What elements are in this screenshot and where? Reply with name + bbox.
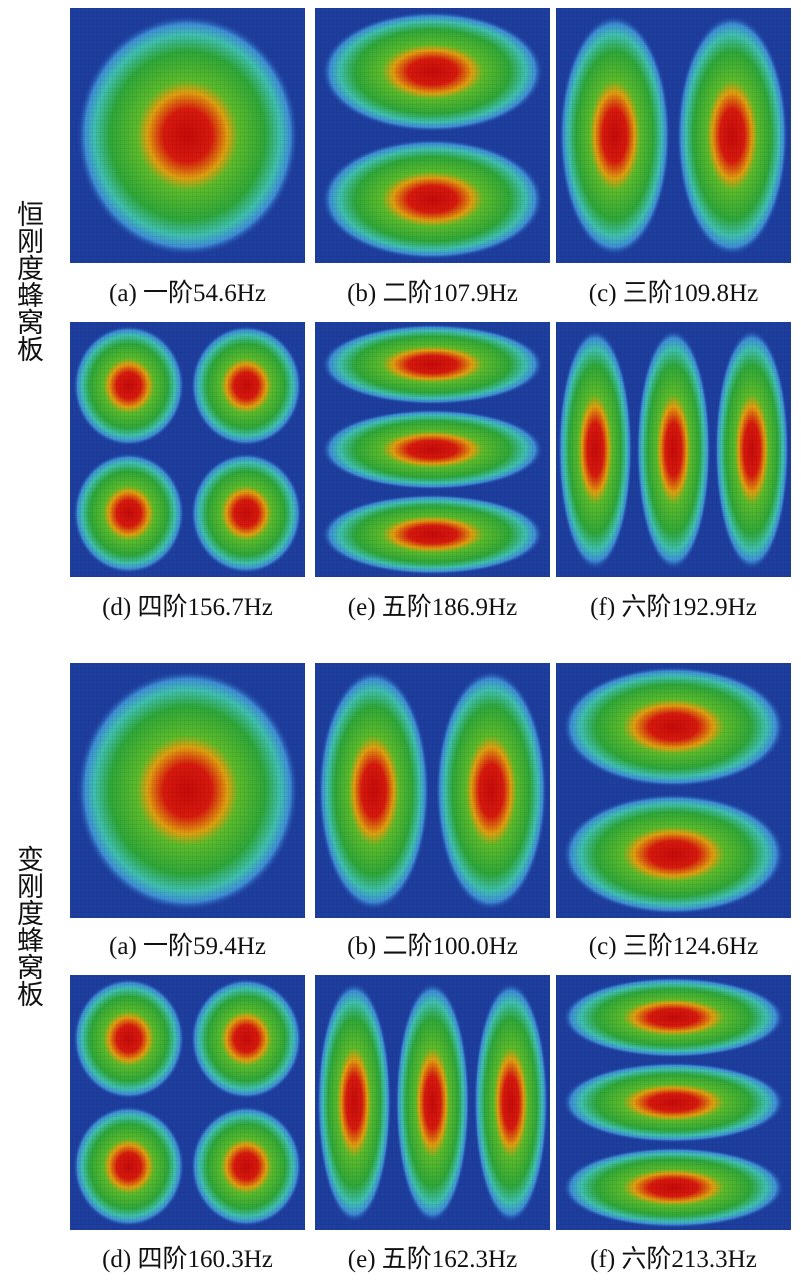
mesh-overlay [315, 322, 550, 577]
panel-caption: (f) 六阶192.9Hz [590, 593, 757, 621]
panel-caption: (e) 五阶162.3Hz [348, 1245, 517, 1273]
mesh-overlay [315, 8, 550, 263]
mesh-overlay [315, 975, 550, 1230]
panel-caption: (d) 四阶156.7Hz [102, 593, 273, 621]
mesh-overlay [70, 663, 305, 918]
panel-caption: (a) 一阶54.6Hz [109, 279, 266, 307]
mesh-overlay [556, 322, 791, 577]
side-label: 恒刚度蜂窝板 [13, 200, 44, 362]
panel-caption: (e) 五阶186.9Hz [348, 593, 517, 621]
panel-caption: (c) 三阶109.8Hz [589, 279, 758, 307]
mesh-overlay [556, 663, 791, 918]
panel-caption: (b) 二阶100.0Hz [347, 932, 518, 960]
panel-caption: (a) 一阶59.4Hz [109, 932, 266, 960]
mesh-overlay [556, 8, 791, 263]
mesh-overlay [70, 975, 305, 1230]
side-label: 变刚度蜂窝板 [13, 845, 44, 1007]
panel-caption: (f) 六阶213.3Hz [590, 1245, 757, 1273]
panel-caption: (b) 二阶107.9Hz [347, 279, 518, 307]
mesh-overlay [315, 663, 550, 918]
mesh-overlay [70, 322, 305, 577]
mesh-overlay [70, 8, 305, 263]
mesh-overlay [556, 975, 791, 1230]
panel-caption: (c) 三阶124.6Hz [589, 932, 758, 960]
panel-caption: (d) 四阶160.3Hz [102, 1245, 273, 1273]
